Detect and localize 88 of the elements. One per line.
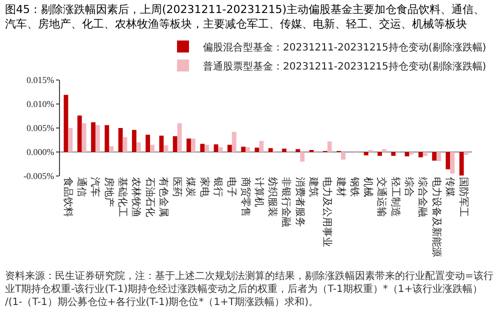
y-tick-label: 0.010% <box>26 99 55 110</box>
x-tick-label: 计算机 <box>252 177 265 207</box>
bar <box>218 147 223 152</box>
x-tick-label: 建材 <box>334 176 347 197</box>
bar <box>150 144 154 152</box>
x-tick-label: 交通运输 <box>376 177 388 217</box>
bar <box>341 152 346 160</box>
bar <box>159 136 164 152</box>
x-tick-label: 基础化工 <box>116 177 128 217</box>
bar <box>146 134 150 152</box>
bar <box>364 152 368 156</box>
x-tick-label: 国防军工 <box>458 177 470 217</box>
bar <box>232 132 236 152</box>
bar <box>190 138 196 152</box>
x-tick-label: 电力设备及新能源 <box>430 177 442 257</box>
bar <box>177 123 182 152</box>
bar <box>450 152 455 174</box>
x-tick-label: 综合 <box>403 177 415 197</box>
x-tick-label: 房地产 <box>102 177 115 207</box>
y-tick-label: -0.005% <box>23 171 55 182</box>
x-tick-label: 电子 <box>226 177 238 197</box>
x-tick-label: 轻工制造 <box>389 177 402 217</box>
bar <box>132 130 136 152</box>
bar <box>241 146 246 152</box>
bar <box>64 94 68 152</box>
bar <box>391 152 396 156</box>
bar <box>268 148 273 152</box>
bar <box>95 125 100 152</box>
bar <box>432 152 437 161</box>
bar <box>77 116 82 152</box>
bar <box>82 123 86 152</box>
y-tick-label: 0.005% <box>26 123 55 134</box>
bar <box>104 125 110 152</box>
x-tick-label: 建筑 <box>308 176 320 197</box>
bar <box>254 148 260 152</box>
y-tick-label: 0.015% <box>26 75 55 86</box>
x-tick-label: 传媒 <box>444 177 455 197</box>
bar <box>446 152 450 170</box>
x-tick-label: 煤炭 <box>184 177 197 197</box>
bar <box>227 144 232 152</box>
bar <box>296 149 300 152</box>
x-tick-label: 医药 <box>171 177 184 197</box>
bar <box>136 142 141 152</box>
bar <box>246 147 250 152</box>
x-tick-label: 消费者服务 <box>294 177 306 227</box>
bar <box>327 141 332 152</box>
x-tick-label: 商贸零售 <box>239 177 252 217</box>
bar <box>214 144 218 152</box>
x-tick-label: 通信 <box>76 177 88 197</box>
bar <box>118 128 123 152</box>
y-tick-label: 0.000% <box>26 147 55 158</box>
bar <box>382 149 386 152</box>
bar <box>259 140 264 152</box>
bar <box>186 138 191 152</box>
x-tick-label: 农林牧渔 <box>130 177 142 217</box>
legend-label: 偏股混合型基金：20231211-20231215持仓变动(剔除涨跌幅) <box>203 41 486 54</box>
x-tick-label: 石油石化 <box>144 177 156 217</box>
bar <box>204 144 210 152</box>
bar <box>91 122 96 152</box>
x-tick-label: 家电 <box>198 177 210 197</box>
bar <box>164 145 168 152</box>
bar <box>404 152 410 156</box>
x-tick-label: 纺织服装 <box>266 177 279 217</box>
bar <box>418 152 423 158</box>
chart-title: 图45：剔除涨跌幅因素后，上周(20231211-20231215)主动偏股基金主要加仓食品饮料、通信、汽车、房地产、化工、农林牧渔等板块，主要减仓军工、传媒、电新、轻工、交运、机械等板块 <box>5 3 485 30</box>
x-tick-label: 食品饮料 <box>62 177 74 217</box>
bar <box>200 144 205 152</box>
x-tick-label: 有色金属 <box>157 177 170 217</box>
bar <box>422 152 428 156</box>
text: 资料来源：民生证券研究院，注：基于上述二次规划法测算的结果，剔除涨跌幅因素带来的行业配置变动=该行业T期持仓权重-该行业(T-1)期持仓经过涨跌幅变动之后的权重，后者为（T-1期权重）*（1+该行业涨跌幅）/(1-（T-1）期公募仓位+各行业(T-1)期仓位*（1+T期涨跌幅）求和)。 <box>5 271 494 308</box>
x-tick-label: 电力及公用事业 <box>321 177 334 247</box>
bar <box>109 146 114 152</box>
bar <box>122 137 128 152</box>
bar <box>459 152 464 176</box>
bar <box>68 128 73 152</box>
bar <box>378 152 382 156</box>
bar <box>464 152 468 155</box>
x-tick-label: 综合金融 <box>416 177 429 217</box>
x-tick-label: 非银行金融 <box>280 177 292 227</box>
bar <box>300 152 305 162</box>
x-tick-label: 汽车 <box>89 177 102 197</box>
bar <box>172 136 178 152</box>
x-tick-label: 银行 <box>212 176 223 197</box>
x-tick-label: 钢铁 <box>348 176 360 197</box>
bar <box>282 148 286 152</box>
legend-label: 普通股票型基金：20231211-20231215持仓变动(剔除涨跌幅) <box>203 60 486 72</box>
x-tick-label: 机械 <box>362 177 374 197</box>
bar <box>436 152 441 162</box>
